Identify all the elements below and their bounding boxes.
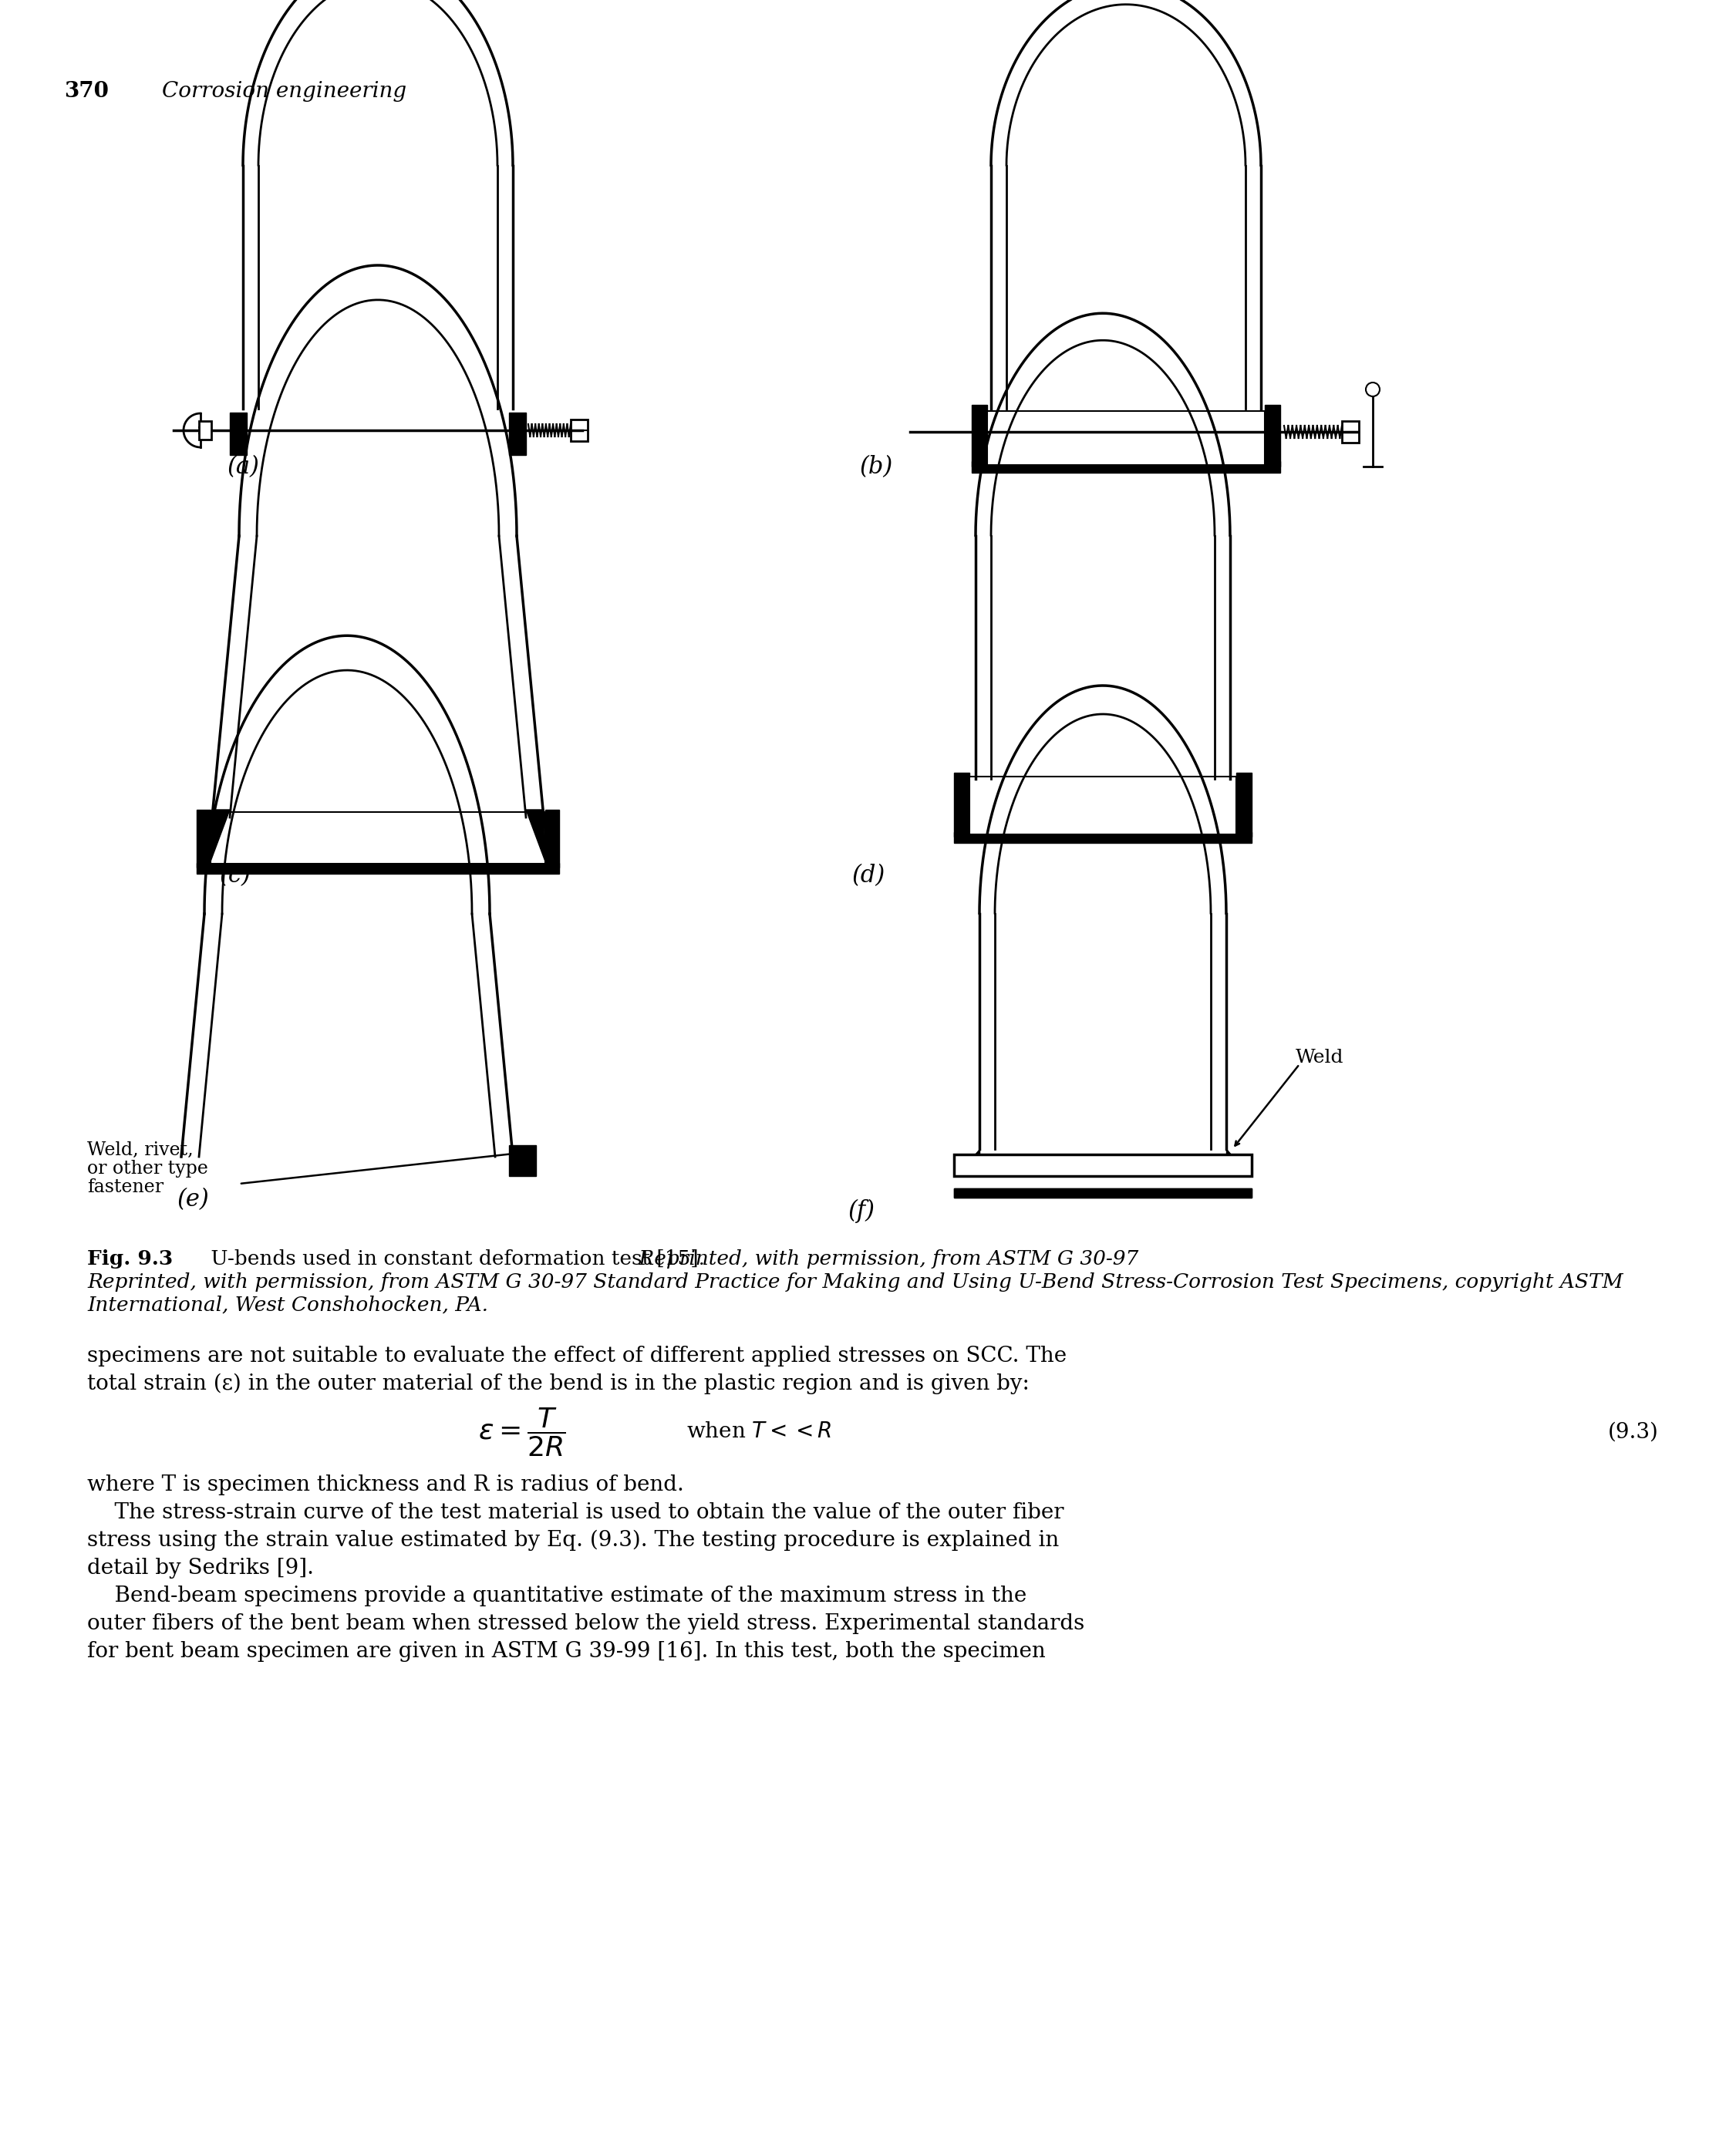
Text: Weld: Weld xyxy=(1295,1049,1344,1066)
Text: International, West Conshohocken, PA.: International, West Conshohocken, PA. xyxy=(87,1295,488,1314)
Bar xyxy=(196,862,559,873)
Text: Fig. 9.3: Fig. 9.3 xyxy=(87,1250,174,1269)
Text: $\varepsilon = \dfrac{T}{2R}$: $\varepsilon = \dfrac{T}{2R}$ xyxy=(477,1406,566,1457)
Text: (b): (b) xyxy=(859,456,894,479)
Text: (c): (c) xyxy=(220,865,252,888)
Bar xyxy=(972,404,988,467)
Bar xyxy=(972,460,1279,473)
Text: Weld, rivet,: Weld, rivet, xyxy=(87,1141,193,1160)
Bar xyxy=(1266,404,1279,467)
Text: or other type: or other type xyxy=(87,1160,208,1177)
Bar xyxy=(509,1145,536,1177)
Bar xyxy=(509,413,526,456)
Text: 370: 370 xyxy=(64,81,109,103)
Polygon shape xyxy=(526,809,545,862)
Text: outer fibers of the bent beam when stressed below the yield stress. Experimental: outer fibers of the bent beam when stres… xyxy=(87,1614,1085,1635)
Bar xyxy=(988,411,1266,464)
Bar xyxy=(955,832,1252,843)
Text: detail by Sedriks [9].: detail by Sedriks [9]. xyxy=(87,1558,314,1579)
Bar xyxy=(1342,422,1359,443)
Bar xyxy=(955,1188,1252,1198)
Text: U-bends used in constant deformation test [15].: U-bends used in constant deformation tes… xyxy=(205,1250,705,1269)
Text: (9.3): (9.3) xyxy=(1608,1421,1660,1442)
Bar xyxy=(571,419,589,441)
Polygon shape xyxy=(1226,1149,1248,1173)
Polygon shape xyxy=(210,809,229,862)
Text: for bent beam specimen are given in ASTM G 39-99 [16]. In this test, both the sp: for bent beam specimen are given in ASTM… xyxy=(87,1641,1045,1663)
Text: total strain (ε) in the outer material of the bend is in the plastic region and : total strain (ε) in the outer material o… xyxy=(87,1374,1029,1395)
Bar xyxy=(200,422,212,439)
Text: (f): (f) xyxy=(849,1198,875,1224)
Bar xyxy=(210,811,545,865)
Text: fastener: fastener xyxy=(87,1179,163,1196)
Text: (d): (d) xyxy=(852,865,885,888)
Text: (e): (e) xyxy=(177,1188,210,1211)
Bar xyxy=(969,777,1236,835)
Text: (a): (a) xyxy=(227,456,260,479)
Bar xyxy=(196,809,210,867)
Text: Bend-beam specimens provide a quantitative estimate of the maximum stress in the: Bend-beam specimens provide a quantitati… xyxy=(87,1586,1026,1607)
Polygon shape xyxy=(958,1149,979,1173)
Text: when $T << R$: when $T << R$ xyxy=(686,1421,832,1442)
Text: specimens are not suitable to evaluate the effect of different applied stresses : specimens are not suitable to evaluate t… xyxy=(87,1346,1066,1367)
Bar xyxy=(955,1153,1252,1177)
Text: Reprinted, with permission, from ASTM G 30-97: Reprinted, with permission, from ASTM G … xyxy=(632,1250,1139,1269)
Bar xyxy=(955,1188,1252,1198)
Text: stress using the strain value estimated by Eq. (9.3). The testing procedure is e: stress using the strain value estimated … xyxy=(87,1530,1059,1552)
Text: where T is specimen thickness and R is radius of bend.: where T is specimen thickness and R is r… xyxy=(87,1474,684,1496)
Bar xyxy=(1236,773,1252,837)
Text: Reprinted, with permission, from ASTM G 30-97 Standard Practice for Making and U: Reprinted, with permission, from ASTM G … xyxy=(87,1273,1623,1293)
Text: The stress-strain curve of the test material is used to obtain the value of the : The stress-strain curve of the test mate… xyxy=(87,1502,1064,1524)
Bar xyxy=(955,773,969,837)
Text: Corrosion engineering: Corrosion engineering xyxy=(161,81,406,103)
Bar xyxy=(545,809,559,867)
Bar xyxy=(229,413,247,456)
